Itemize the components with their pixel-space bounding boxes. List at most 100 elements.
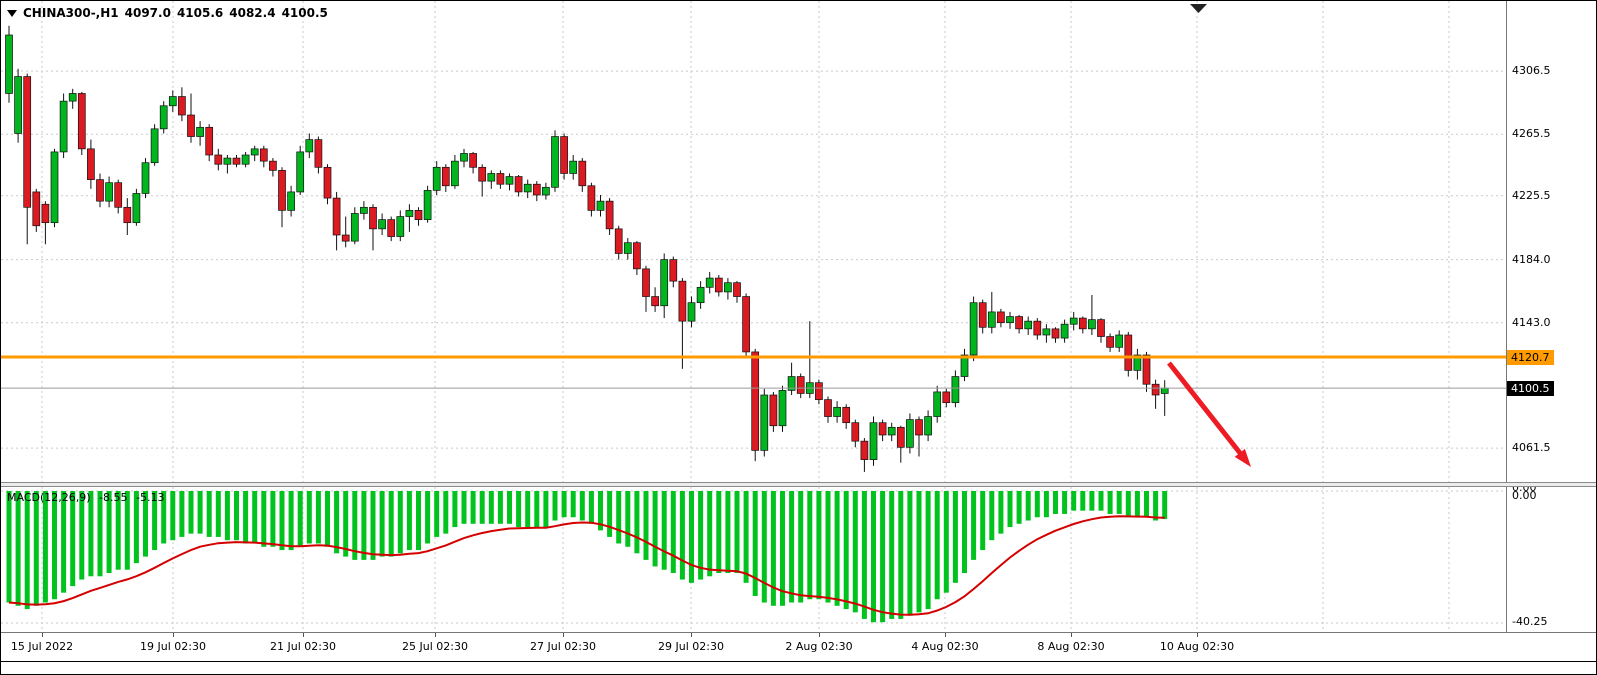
- macd-histogram-bar: [352, 491, 358, 560]
- macd-histogram-bar: [743, 491, 749, 583]
- macd-histogram-bar: [1098, 491, 1104, 511]
- candle-body: [423, 190, 432, 220]
- trend-arrow-annotation[interactable]: [1167, 361, 1251, 467]
- trend-arrow-head[interactable]: [1234, 448, 1251, 467]
- macd-histogram-bar: [434, 491, 440, 537]
- macd-histogram-bar: [270, 491, 276, 547]
- candle-body: [1088, 319, 1096, 330]
- macd-histogram-bar: [361, 491, 367, 560]
- macd-histogram-bar: [206, 491, 212, 537]
- candle-body: [278, 170, 286, 211]
- time-axis-label: 2 Aug 02:30: [785, 640, 853, 653]
- macd-histogram-bar: [579, 491, 585, 521]
- bid-price-badge: 4100.5: [1507, 381, 1554, 396]
- candle-body: [105, 182, 113, 202]
- macd-histogram-bar: [588, 491, 594, 524]
- candle-body: [132, 193, 141, 224]
- candle-body: [323, 166, 332, 199]
- macd-histogram-bar: [397, 491, 403, 554]
- candle-body: [50, 151, 59, 224]
- macd-histogram-bar: [379, 491, 385, 557]
- price-chart-pane[interactable]: [1, 1, 1506, 482]
- indicator-label: MACD(12,26,9) -8.55 -5.13: [7, 491, 169, 504]
- candle-body: [842, 406, 851, 424]
- time-axis-tick: [303, 633, 304, 637]
- candle-body: [360, 206, 368, 214]
- ohlc-open: 4097.0: [124, 6, 171, 20]
- candle-body: [569, 160, 578, 174]
- macd-histogram-bar: [543, 491, 549, 528]
- candle-body: [396, 216, 405, 237]
- candle-body: [1106, 336, 1114, 348]
- candle-body: [369, 206, 377, 230]
- macd-histogram-bar: [761, 491, 767, 603]
- macd-histogram-bar: [1134, 491, 1140, 518]
- candle-body: [778, 390, 787, 427]
- macd-histogram-bar: [907, 491, 913, 616]
- candle-body: [87, 148, 95, 180]
- macd-histogram-bar: [152, 491, 158, 551]
- candle-body: [432, 166, 441, 191]
- macd-histogram-bar: [1062, 491, 1068, 514]
- macd-histogram-bar: [215, 491, 221, 537]
- macd-histogram-bar: [143, 491, 148, 557]
- symbol-dropdown-triangle-icon[interactable]: [7, 9, 17, 17]
- candle-body: [241, 154, 250, 165]
- candle-body: [651, 296, 659, 307]
- macd-histogram-bar: [679, 491, 685, 580]
- macd-histogram-bar: [297, 491, 303, 547]
- time-axis[interactable]: 15 Jul 2022 19 Jul 02:30 21 Jul 02:30 25 Ju…: [1, 632, 1596, 662]
- price-axis[interactable]: 4120.7 4100.5 4306.5 4265.5 4225.5 4184.0 41…: [1506, 1, 1596, 661]
- candle-body: [178, 96, 186, 116]
- candle-body: [614, 228, 623, 254]
- price-axis-label: 4143.0: [1512, 315, 1551, 329]
- macd-histogram-bar: [898, 491, 904, 619]
- macd-histogram-bar: [243, 491, 249, 544]
- ohlc-low: 4082.4: [229, 6, 276, 20]
- candle-body: [733, 282, 741, 297]
- macd-histogram-bar: [516, 491, 522, 528]
- candle-body: [978, 302, 987, 328]
- candle-body: [951, 376, 960, 404]
- candle-body: [168, 96, 177, 107]
- macd-histogram-bar: [661, 491, 667, 570]
- macd-histogram-bar: [707, 491, 713, 577]
- time-axis-tick: [691, 633, 692, 637]
- macd-histogram-bar: [1034, 491, 1040, 518]
- macd-histogram-bar: [133, 491, 139, 564]
- macd-histogram-bar: [1007, 491, 1013, 528]
- trend-arrow-shaft[interactable]: [1167, 361, 1242, 455]
- macd-histogram-bar: [334, 491, 340, 554]
- macd-histogram-bar: [388, 491, 394, 557]
- candle-body: [705, 277, 714, 288]
- candle-body: [187, 114, 195, 137]
- candle-body: [478, 166, 487, 182]
- macd-signal-line: [8, 515, 1165, 616]
- candle-body: [787, 376, 796, 391]
- time-axis-label: 21 Jul 02:30: [270, 640, 336, 653]
- macd-histogram-bar: [1071, 491, 1077, 511]
- candle-body: [833, 406, 841, 417]
- macd-histogram-bar: [634, 491, 640, 554]
- time-axis-label: 19 Jul 02:30: [140, 640, 206, 653]
- macd-histogram-bar: [1089, 491, 1095, 511]
- macd-histogram-bar: [315, 491, 321, 544]
- macd-histogram-bar: [416, 491, 421, 551]
- time-axis-tick: [563, 633, 564, 637]
- candle-body: [869, 422, 878, 460]
- candle-body: [141, 162, 150, 194]
- candle-body: [742, 296, 750, 353]
- symbol-label: CHINA300-,H1: [23, 6, 119, 20]
- pane-splitter[interactable]: [1, 482, 1596, 487]
- candle-body: [769, 394, 778, 427]
- candle-body: [997, 311, 1005, 324]
- macd-histogram-bar: [807, 491, 813, 600]
- macd-indicator-pane[interactable]: [1, 487, 1506, 631]
- candle-body: [687, 302, 696, 322]
- candle-body: [1024, 320, 1033, 330]
- macd-histogram-bar: [989, 491, 995, 541]
- macd-histogram-bar: [24, 491, 30, 610]
- candle-body: [232, 157, 241, 165]
- candle-body: [542, 186, 550, 196]
- macd-histogram-bar: [1144, 491, 1149, 518]
